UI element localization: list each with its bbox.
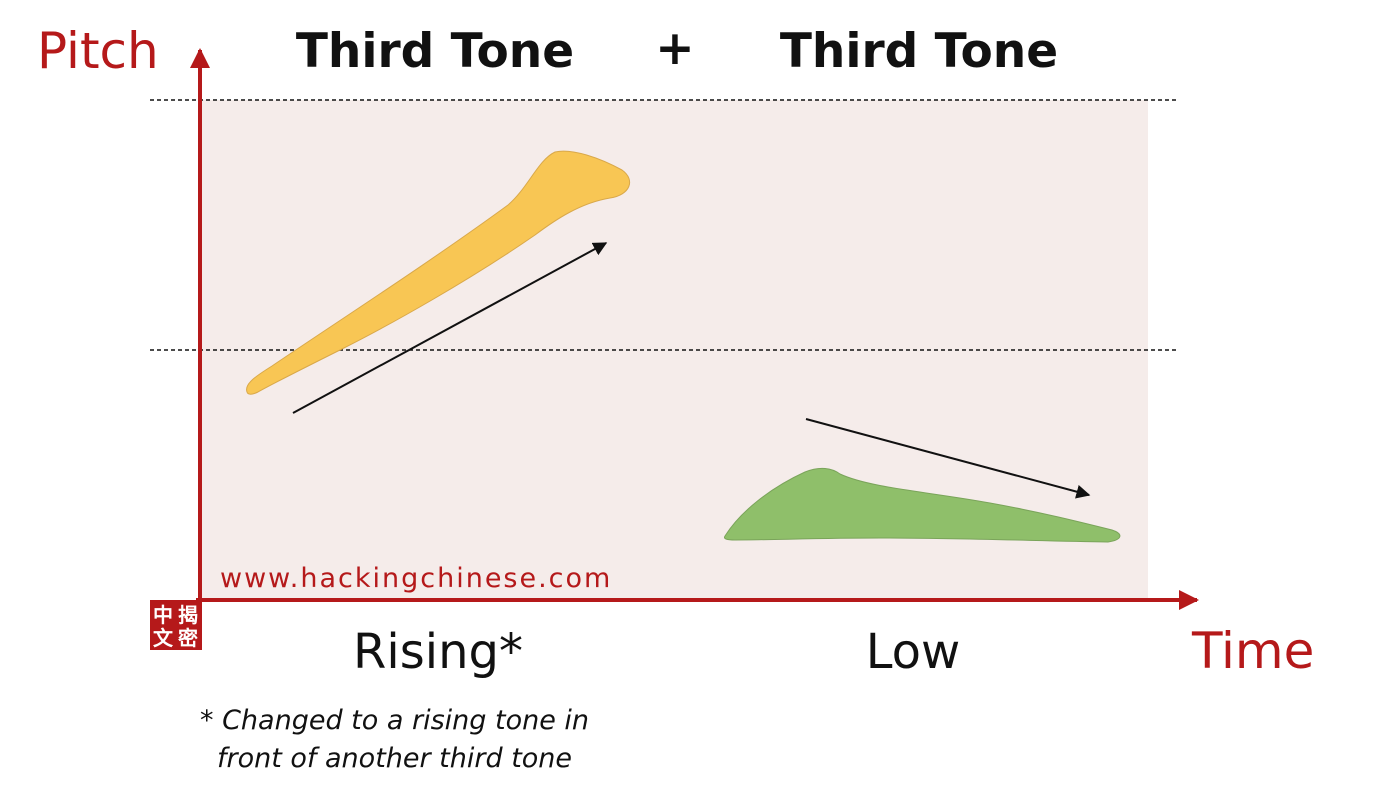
time-axis-label: Time xyxy=(1191,622,1314,680)
low-tone-label: Low xyxy=(866,624,961,680)
site-logo: 中 揭 文 密 xyxy=(150,600,202,650)
logo-char-2: 揭 xyxy=(178,603,198,627)
right-tone-title: Third Tone xyxy=(780,24,1058,79)
low-tone-shape xyxy=(724,467,1121,543)
pitch-axis-label: Pitch xyxy=(37,22,159,80)
watermark-url: www.hackingchinese.com xyxy=(220,563,612,594)
rising-tone-label: Rising* xyxy=(353,624,523,680)
rising-direction-arrow xyxy=(292,242,608,414)
footnote-line-1: * Changed to a rising tone in xyxy=(200,705,589,736)
logo-char-3: 文 xyxy=(153,626,174,650)
falling-direction-arrow xyxy=(805,418,1091,499)
left-tone-title: Third Tone xyxy=(296,24,574,79)
plus-sign: + xyxy=(655,21,694,76)
logo-char-1: 中 xyxy=(153,603,173,627)
logo-char-4: 密 xyxy=(178,626,198,650)
rising-tone-shape xyxy=(246,150,631,395)
footnote-line-2: front of another third tone xyxy=(217,743,572,774)
